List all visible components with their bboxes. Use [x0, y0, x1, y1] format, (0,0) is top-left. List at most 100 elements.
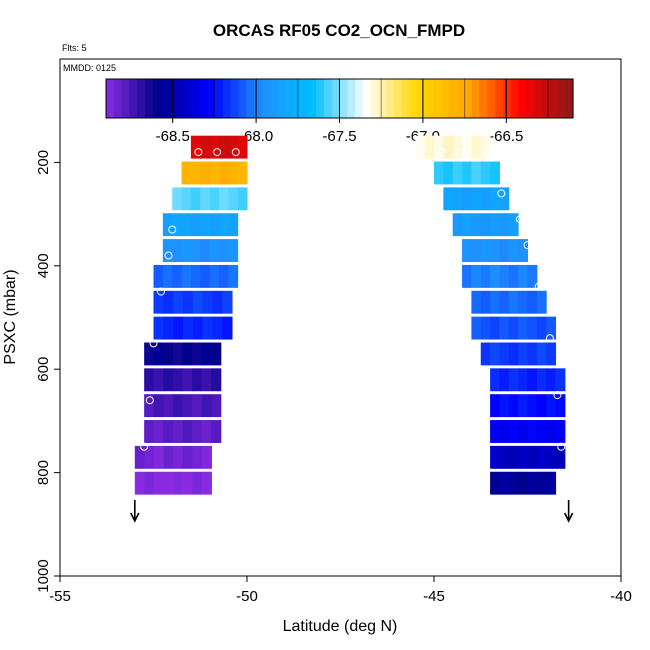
right-profile-cell: [480, 264, 491, 288]
colorbar-segment: [199, 79, 208, 118]
left-profile-cell: [202, 290, 213, 314]
right-profile-cell: [508, 264, 519, 288]
colorbar-segment: [565, 79, 574, 118]
left-profile-cell: [181, 264, 192, 288]
left-profile-cell: [182, 342, 193, 366]
right-profile-cell: [480, 213, 491, 237]
x-tick-label: -45: [423, 588, 445, 605]
left-profile-cell: [209, 213, 220, 237]
colorbar-segment: [121, 79, 130, 118]
colorbar-tick-label: -68.0: [239, 128, 273, 145]
left-profile-cell: [218, 187, 229, 211]
left-profile-cell: [192, 445, 203, 469]
left-profile-cell: [162, 213, 173, 237]
right-profile-cell: [527, 445, 538, 469]
left-profile-cell: [153, 290, 164, 314]
right-profile-cell: [490, 471, 500, 495]
colorbar-segment: [347, 79, 356, 118]
right-profile-cell: [536, 394, 547, 418]
colorbar-segment: [106, 79, 115, 118]
right-profile-cell: [508, 445, 519, 469]
left-profile-cell: [192, 368, 203, 392]
colorbar-segment: [401, 79, 411, 118]
chart-title: ORCAS RF05 CO2_OCN_FMPD: [213, 21, 465, 40]
left-profile-cell: [153, 368, 164, 392]
colorbar-segment: [137, 79, 146, 118]
right-profile-cell: [518, 239, 528, 262]
right-profile-cell: [434, 161, 444, 185]
right-profile-cell: [443, 187, 454, 211]
left-profile-cell: [163, 342, 174, 366]
colorbar-segment: [549, 79, 559, 118]
right-profile-cell: [508, 368, 519, 392]
right-profile-cell: [499, 213, 510, 237]
colorbar-segment: [456, 79, 465, 118]
left-profile-cell: [153, 394, 164, 418]
right-profile-cell: [499, 239, 510, 262]
left-profile-cell: [153, 445, 165, 469]
right-profile-cell: [499, 471, 510, 495]
left-profile-cell: [222, 290, 233, 314]
left-profile-cell: [201, 420, 212, 443]
left-profile-cell: [209, 135, 220, 159]
left-profile-cell: [182, 316, 194, 340]
left-profile-cell: [181, 187, 192, 211]
sample-marker: [407, 148, 416, 157]
right-profile-cell: [471, 213, 482, 237]
right-profile-cell: [480, 316, 491, 340]
left-profile-cell: [200, 135, 211, 159]
right-profile-cell: [536, 316, 547, 340]
colorbar-segment: [129, 79, 138, 118]
right-profile-cell: [452, 135, 463, 159]
y-tick-label: 600: [35, 357, 52, 382]
sample-marker: [523, 241, 532, 250]
left-profile-cell: [172, 420, 183, 443]
sample-marker: [456, 148, 465, 157]
sample-marker: [553, 391, 562, 400]
left-profile-cell: [144, 420, 155, 443]
right-profile-cell: [443, 161, 454, 185]
left-profile-cell: [190, 213, 201, 237]
x-tick-label: -40: [610, 588, 632, 605]
right-profile-cell: [508, 342, 519, 366]
left-profile-cell: [153, 316, 164, 340]
left-profile-cell: [218, 213, 229, 237]
right-profile-cell: [462, 213, 472, 237]
right-profile-cell: [480, 342, 491, 366]
colorbar-segment: [495, 79, 504, 118]
left-profile-cell: [173, 316, 184, 340]
x-axis-label: Latitude (deg N): [283, 618, 398, 635]
left-profile-cell: [163, 445, 174, 469]
colorbar-segment: [144, 79, 154, 118]
colorbar-tick-label: -68.5: [156, 128, 190, 145]
left-profile-cell: [218, 239, 229, 262]
colorbar-segment: [176, 79, 185, 118]
date-note: MMDD: 0125: [63, 63, 116, 73]
right-profile-cell: [508, 290, 519, 314]
y-tick-label: 200: [35, 150, 52, 175]
colorbar-segment: [370, 79, 380, 118]
right-profile-cell: [490, 342, 500, 366]
right-profile-cell: [415, 135, 426, 159]
left-profile-cell: [228, 135, 239, 159]
colorbar-segment: [160, 79, 169, 118]
right-profile-cell: [490, 264, 500, 288]
left-profile-cell: [172, 264, 183, 288]
colorbar-segment: [448, 79, 457, 118]
left-profile-cell: [192, 420, 203, 443]
left-profile-cell: [201, 368, 212, 392]
colorbar-tick-label: -67.5: [322, 128, 356, 145]
right-profile-cell: [508, 471, 519, 495]
right-profile-cell: [471, 161, 482, 185]
right-profile-cell: [527, 368, 538, 392]
right-profile-cell: [490, 161, 500, 185]
plot-frame: [59, 58, 622, 577]
sample-marker: [534, 282, 543, 291]
colorbar-segment: [285, 79, 294, 118]
colorbar-segment: [510, 79, 520, 118]
right-profile-cell: [462, 187, 472, 211]
right-profile-cell: [462, 135, 472, 159]
sample-marker: [497, 189, 506, 198]
y-axis: 200 400 600 800 1000: [35, 150, 60, 593]
right-profile-cell: [499, 342, 510, 366]
